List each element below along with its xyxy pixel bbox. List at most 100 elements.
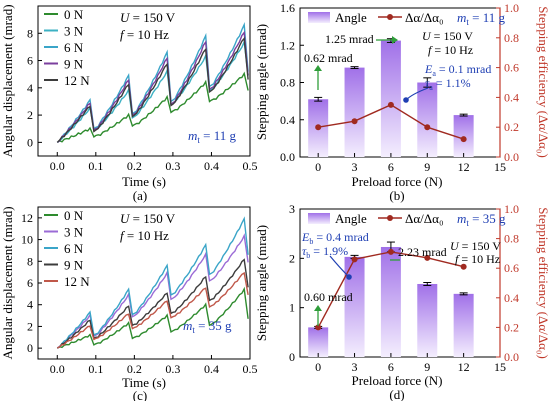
y2-tick-label-d: 0.6 xyxy=(504,261,519,275)
bar-d-3 xyxy=(344,256,365,357)
legend-d-angle-label: Angle xyxy=(335,211,367,226)
y-tick-label-c: 8 xyxy=(27,254,33,268)
x-tick-label-c: 0.4 xyxy=(204,362,219,376)
x-tick-label-d: 6 xyxy=(388,360,394,374)
legend-label-a: 9 N xyxy=(64,57,84,72)
x-tick-label-a: 0.3 xyxy=(165,159,180,173)
efficiency-point-b-3 xyxy=(351,118,358,125)
y-tick-label-a: 8 xyxy=(27,26,33,40)
series-lines-a xyxy=(56,22,249,143)
panel-label-d: (d) xyxy=(389,387,404,401)
legend-c: 0 N 3 N6 N 9 N12 N xyxy=(44,208,90,289)
x-tick-label-a: 0.4 xyxy=(204,159,219,173)
annot-b-f: f = 10 Hz xyxy=(428,43,473,57)
axis-title-b-y: Stepping angle (mrad) xyxy=(254,24,269,140)
efficiency-line-b xyxy=(315,101,467,143)
x-tick-label-d: 3 xyxy=(352,360,358,374)
x-tick-label-d: 12 xyxy=(458,360,470,374)
legend-label-a: 0 N xyxy=(64,7,84,22)
y-tick-label-d: 1 xyxy=(289,301,295,315)
axis-title-a-y: Angular displacement (mrad) xyxy=(0,4,15,157)
efficiency-point-d-12 xyxy=(460,263,467,270)
annot-b-U: U = 150 V xyxy=(422,29,473,43)
legend-label-c: 9 N xyxy=(64,258,84,273)
plot-frame-a xyxy=(37,5,251,157)
x-tick-label-c: 0.0 xyxy=(50,362,65,376)
y-tick-label-c: 12 xyxy=(21,211,33,225)
x-tick-label-b: 0 xyxy=(315,160,321,174)
annot-d-f: f = 10 Hz xyxy=(455,252,500,266)
y2-tick-label-b: 0.8 xyxy=(504,31,519,45)
axis-title-b-x: Preload force (N) xyxy=(352,174,443,189)
y-tick-label-b: 1.2 xyxy=(280,38,295,52)
panel-label-b: (b) xyxy=(389,188,404,203)
x-tick-label-d: 9 xyxy=(424,360,430,374)
bars-b xyxy=(308,38,474,157)
panel-b: 0 3 6 9 12 150.00.40.81.21.60.00.20.40.60.81.… xyxy=(254,1,550,203)
y-tick-label-b: 0.8 xyxy=(280,76,295,90)
legend-label-c: 0 N xyxy=(64,208,84,223)
series-line-c-0n xyxy=(56,286,249,349)
y-tick-label-d: 0 xyxy=(289,350,295,364)
series-line-c-3n xyxy=(56,233,249,349)
efficiency-point-b-6 xyxy=(387,101,394,108)
axes-c: 0.0 0.1 0.2 0.3 0.4 0.5 0 2 4 6 8 10 12 xyxy=(21,211,258,376)
y-tick-label-c: 2 xyxy=(27,319,33,333)
y-tick-label-a: 0 xyxy=(27,135,33,149)
arrowhead-d-060 xyxy=(314,305,322,311)
efficiency-point-d-6 xyxy=(387,248,394,255)
annot-d-tb: τb = 1.9% xyxy=(302,244,348,260)
bars-d xyxy=(308,241,474,357)
annot-b-062: 0.62 mrad xyxy=(304,51,353,65)
annot-b-125: 1.25 mrad xyxy=(325,32,374,46)
efficiency-point-b-9 xyxy=(424,124,431,131)
bar-b-12 xyxy=(453,115,474,157)
axes-b: 0 3 6 9 12 150.00.40.81.21.60.00.20.40.60.81.… xyxy=(280,1,519,174)
y2-tick-label-b: 0.2 xyxy=(504,120,519,134)
x-tick-label-b: 6 xyxy=(388,160,394,174)
y-tick-label-c: 0 xyxy=(27,341,33,355)
x-tick-label-d: 15 xyxy=(494,360,506,374)
legend-d-eff-label: Δα/Δα₀ xyxy=(405,211,444,226)
series-line-a-0n xyxy=(56,71,249,143)
x-tick-label-b: 12 xyxy=(458,160,470,174)
x-tick-label-a: 0.5 xyxy=(243,159,258,173)
axis-title-a-x: Time (s) xyxy=(122,174,166,189)
efficiency-line-d xyxy=(315,248,467,331)
legend-label-a: 6 N xyxy=(64,40,84,55)
series-line-c-6n xyxy=(56,216,249,349)
y-tick-label-c: 6 xyxy=(27,276,33,290)
legend-b-eff-label: Δα/Δα₀ xyxy=(405,10,444,25)
y-tick-label-c: 10 xyxy=(21,233,33,247)
axes-a: 0.0 0.1 0.2 0.3 0.4 0.5 0 2 4 6 8 xyxy=(27,26,258,173)
y-tick-label-b: 0.4 xyxy=(280,113,295,127)
axis-title-c-x: Time (s) xyxy=(122,375,166,390)
y2-tick-label-d: 0.2 xyxy=(504,320,519,334)
arrowhead-b-062 xyxy=(314,65,322,71)
bar-d-9 xyxy=(417,283,438,357)
x-tick-label-b: 15 xyxy=(494,160,506,174)
legend-d-angle-swatch xyxy=(308,213,330,224)
bar-b-6 xyxy=(380,40,401,157)
legend-label-a: 3 N xyxy=(64,24,84,39)
axis-title-c-y: Angular displacement (mrad) xyxy=(0,206,15,359)
series-line-a-6n xyxy=(56,22,249,143)
legend-label-c: 3 N xyxy=(64,225,84,240)
x-tick-label-b: 3 xyxy=(352,160,358,174)
annot-d-U: U = 150 V xyxy=(450,239,501,253)
y-tick-label-a: 2 xyxy=(27,108,33,122)
pointer-d-dot xyxy=(346,274,352,280)
legend-b-eff-marker xyxy=(387,14,393,20)
annot-b-Ea: Ea = 0.1 mrad xyxy=(424,62,491,78)
x-tick-label-b: 9 xyxy=(424,160,430,174)
bar-b-9 xyxy=(417,82,438,157)
series-line-c-12n xyxy=(56,271,249,349)
bar-b-3 xyxy=(344,67,365,157)
legend-label-a: 12 N xyxy=(64,73,90,88)
arrowhead-b-125 xyxy=(392,36,398,44)
y2-tick-label-b: 0.4 xyxy=(504,90,519,104)
x-tick-label-c: 0.5 xyxy=(243,362,258,376)
y2-tick-label-d: 0.0 xyxy=(504,350,519,364)
y2-tick-label-b: 1.0 xyxy=(504,1,519,15)
